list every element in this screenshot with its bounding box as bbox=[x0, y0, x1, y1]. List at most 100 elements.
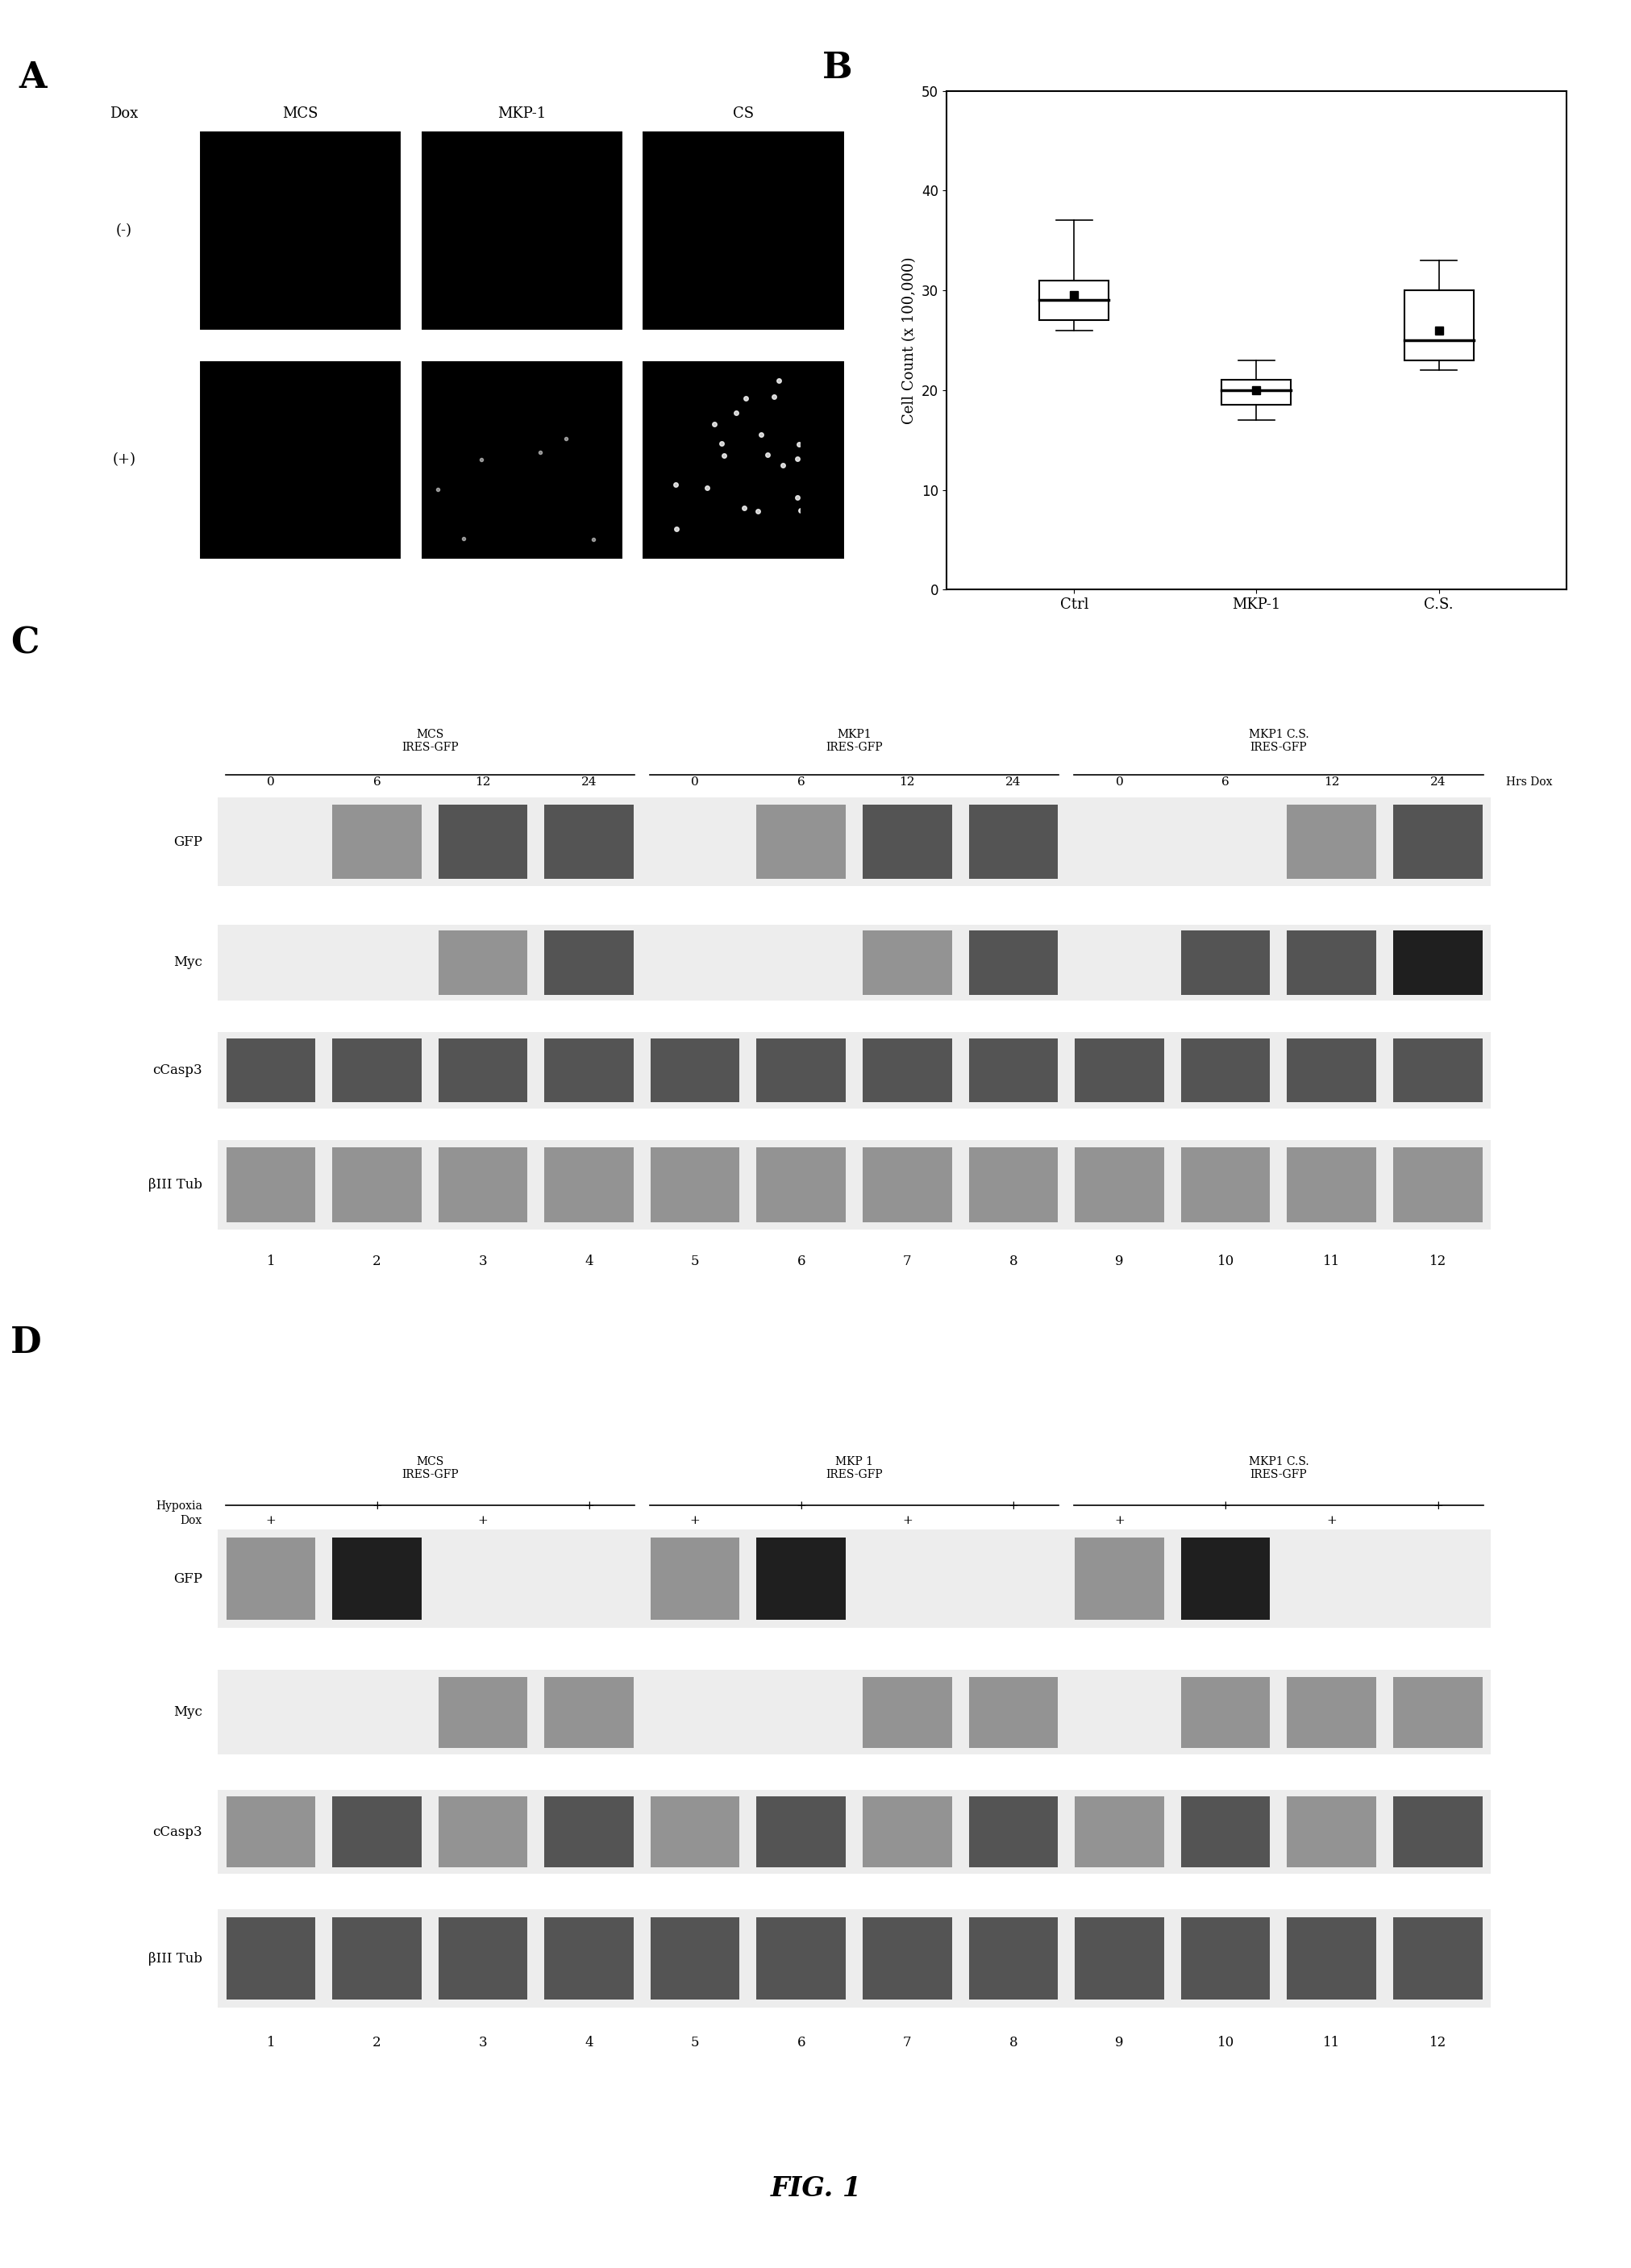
Text: +: + bbox=[1326, 1515, 1336, 1526]
Bar bbox=[1181, 1676, 1269, 1749]
Bar bbox=[333, 1916, 421, 2000]
Bar bbox=[333, 1148, 421, 1222]
Bar bbox=[641, 132, 845, 331]
Text: MKP-1: MKP-1 bbox=[497, 107, 546, 120]
Text: 9: 9 bbox=[1114, 2037, 1124, 2050]
Bar bbox=[863, 1039, 951, 1102]
Bar bbox=[1404, 290, 1473, 361]
Bar bbox=[863, 930, 951, 996]
Text: 9: 9 bbox=[1114, 1254, 1124, 1268]
Bar bbox=[199, 132, 401, 331]
Text: +: + bbox=[1008, 1501, 1018, 1513]
Bar bbox=[969, 930, 1057, 996]
Text: CS: CS bbox=[732, 107, 754, 120]
Bar bbox=[757, 1916, 845, 2000]
Text: 24: 24 bbox=[1429, 776, 1445, 787]
Text: MKP1
IRES-GFP: MKP1 IRES-GFP bbox=[825, 728, 882, 753]
Bar bbox=[969, 1796, 1057, 1867]
Text: +: + bbox=[1432, 1501, 1442, 1513]
Bar bbox=[439, 1676, 527, 1749]
Text: Hrs Dox: Hrs Dox bbox=[1505, 776, 1551, 787]
Text: 24: 24 bbox=[1005, 776, 1021, 787]
Text: 4: 4 bbox=[584, 1254, 594, 1268]
Bar bbox=[757, 1538, 845, 1619]
Bar bbox=[439, 1148, 527, 1222]
Text: +: + bbox=[478, 1515, 488, 1526]
Bar bbox=[439, 1796, 527, 1867]
Text: FIG. 1: FIG. 1 bbox=[770, 2175, 861, 2202]
Bar bbox=[1287, 1148, 1375, 1222]
Bar bbox=[1393, 1148, 1481, 1222]
Bar bbox=[1181, 930, 1269, 996]
Bar bbox=[439, 930, 527, 996]
Bar bbox=[1181, 1916, 1269, 2000]
Text: cCasp3: cCasp3 bbox=[153, 1826, 202, 1839]
Text: 8: 8 bbox=[1008, 1254, 1018, 1268]
Text: 6: 6 bbox=[373, 776, 380, 787]
Text: 12: 12 bbox=[1323, 776, 1339, 787]
Bar bbox=[199, 361, 401, 560]
Bar bbox=[545, 1916, 633, 2000]
Text: MKP1 C.S.
IRES-GFP: MKP1 C.S. IRES-GFP bbox=[1248, 728, 1308, 753]
Bar bbox=[1181, 1039, 1269, 1102]
Bar bbox=[1075, 1148, 1163, 1222]
Text: Dox: Dox bbox=[109, 107, 139, 120]
Bar bbox=[1393, 930, 1481, 996]
Bar bbox=[1287, 805, 1375, 880]
Text: +: + bbox=[1220, 1501, 1230, 1513]
Bar bbox=[969, 1676, 1057, 1749]
Text: 6: 6 bbox=[796, 1254, 806, 1268]
Bar bbox=[641, 361, 845, 560]
Text: MCS
IRES-GFP: MCS IRES-GFP bbox=[401, 728, 458, 753]
Text: 0: 0 bbox=[1116, 776, 1122, 787]
Bar bbox=[1181, 1538, 1269, 1619]
Bar bbox=[1075, 1039, 1163, 1102]
Text: MKP 1
IRES-GFP: MKP 1 IRES-GFP bbox=[825, 1456, 882, 1481]
Text: βIII Tub: βIII Tub bbox=[148, 1177, 202, 1191]
Text: βIII Tub: βIII Tub bbox=[148, 1950, 202, 1966]
Text: 24: 24 bbox=[581, 776, 597, 787]
Text: (+): (+) bbox=[113, 454, 135, 467]
Bar bbox=[1075, 1796, 1163, 1867]
Bar bbox=[1393, 805, 1481, 880]
Bar bbox=[217, 1789, 1491, 1873]
Bar bbox=[1287, 1796, 1375, 1867]
Text: 10: 10 bbox=[1217, 2037, 1233, 2050]
Bar bbox=[227, 1148, 315, 1222]
Bar bbox=[651, 1538, 739, 1619]
Bar bbox=[545, 1148, 633, 1222]
Bar bbox=[1287, 1676, 1375, 1749]
Bar bbox=[757, 1796, 845, 1867]
Text: 12: 12 bbox=[1429, 2037, 1445, 2050]
Text: GFP: GFP bbox=[173, 835, 202, 848]
Text: 12: 12 bbox=[1429, 1254, 1445, 1268]
Bar bbox=[545, 805, 633, 880]
Bar bbox=[863, 805, 951, 880]
Text: C: C bbox=[11, 626, 39, 660]
Text: 4: 4 bbox=[584, 2037, 594, 2050]
Bar bbox=[1393, 1039, 1481, 1102]
Bar bbox=[863, 1676, 951, 1749]
Text: +: + bbox=[266, 1515, 276, 1526]
Text: MCS: MCS bbox=[282, 107, 318, 120]
Text: 1: 1 bbox=[266, 1254, 276, 1268]
Text: GFP: GFP bbox=[173, 1572, 202, 1585]
Bar bbox=[651, 1148, 739, 1222]
Text: Hypoxia: Hypoxia bbox=[155, 1501, 202, 1513]
Bar bbox=[1393, 1676, 1481, 1749]
Text: 6: 6 bbox=[796, 2037, 806, 2050]
Bar bbox=[545, 1796, 633, 1867]
Text: 12: 12 bbox=[899, 776, 915, 787]
Bar bbox=[1181, 1796, 1269, 1867]
Bar bbox=[969, 805, 1057, 880]
Bar bbox=[1222, 381, 1290, 406]
Text: 3: 3 bbox=[478, 2037, 488, 2050]
Text: MCS
IRES-GFP: MCS IRES-GFP bbox=[401, 1456, 458, 1481]
Bar bbox=[651, 1039, 739, 1102]
Bar bbox=[333, 1039, 421, 1102]
Bar bbox=[217, 1032, 1491, 1109]
Bar bbox=[217, 1910, 1491, 2007]
Text: 5: 5 bbox=[690, 2037, 700, 2050]
Bar bbox=[439, 805, 527, 880]
Text: +: + bbox=[1114, 1515, 1124, 1526]
